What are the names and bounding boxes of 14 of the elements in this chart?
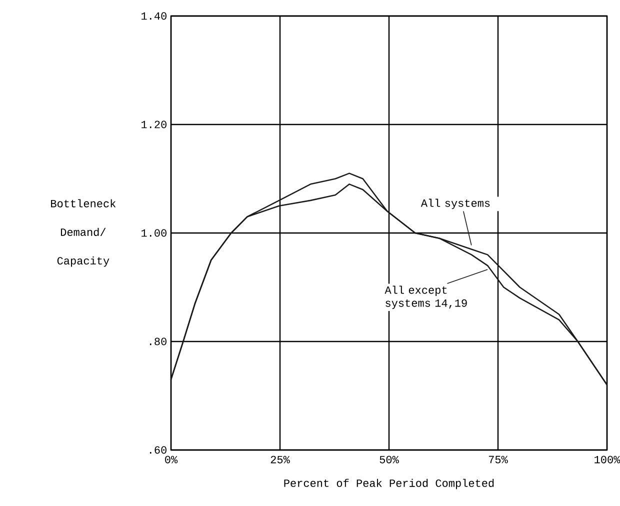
y-tick-label: 1.20 — [142, 120, 166, 128]
y-tick-label: .60 — [150, 446, 166, 454]
x-tick-label: 0% — [165, 456, 178, 464]
x-tick-label: 50% — [380, 456, 399, 464]
y-tick-label: 1.00 — [142, 229, 166, 237]
x-tick-label: 100% — [594, 456, 620, 464]
x-tick-label: 25% — [270, 456, 290, 464]
x-axis-title: Percent of Peak Period Completed — [284, 478, 494, 490]
text: Bottleneck Demand/ Capacity — [51, 199, 116, 267]
y-tick-label: .80 — [150, 338, 166, 346]
y-tick-label: 1.40 — [142, 12, 166, 20]
x-tick-label: 75% — [488, 456, 508, 464]
legend-label: All except systems 14,19 — [384, 286, 467, 309]
text: All systems — [420, 198, 490, 210]
